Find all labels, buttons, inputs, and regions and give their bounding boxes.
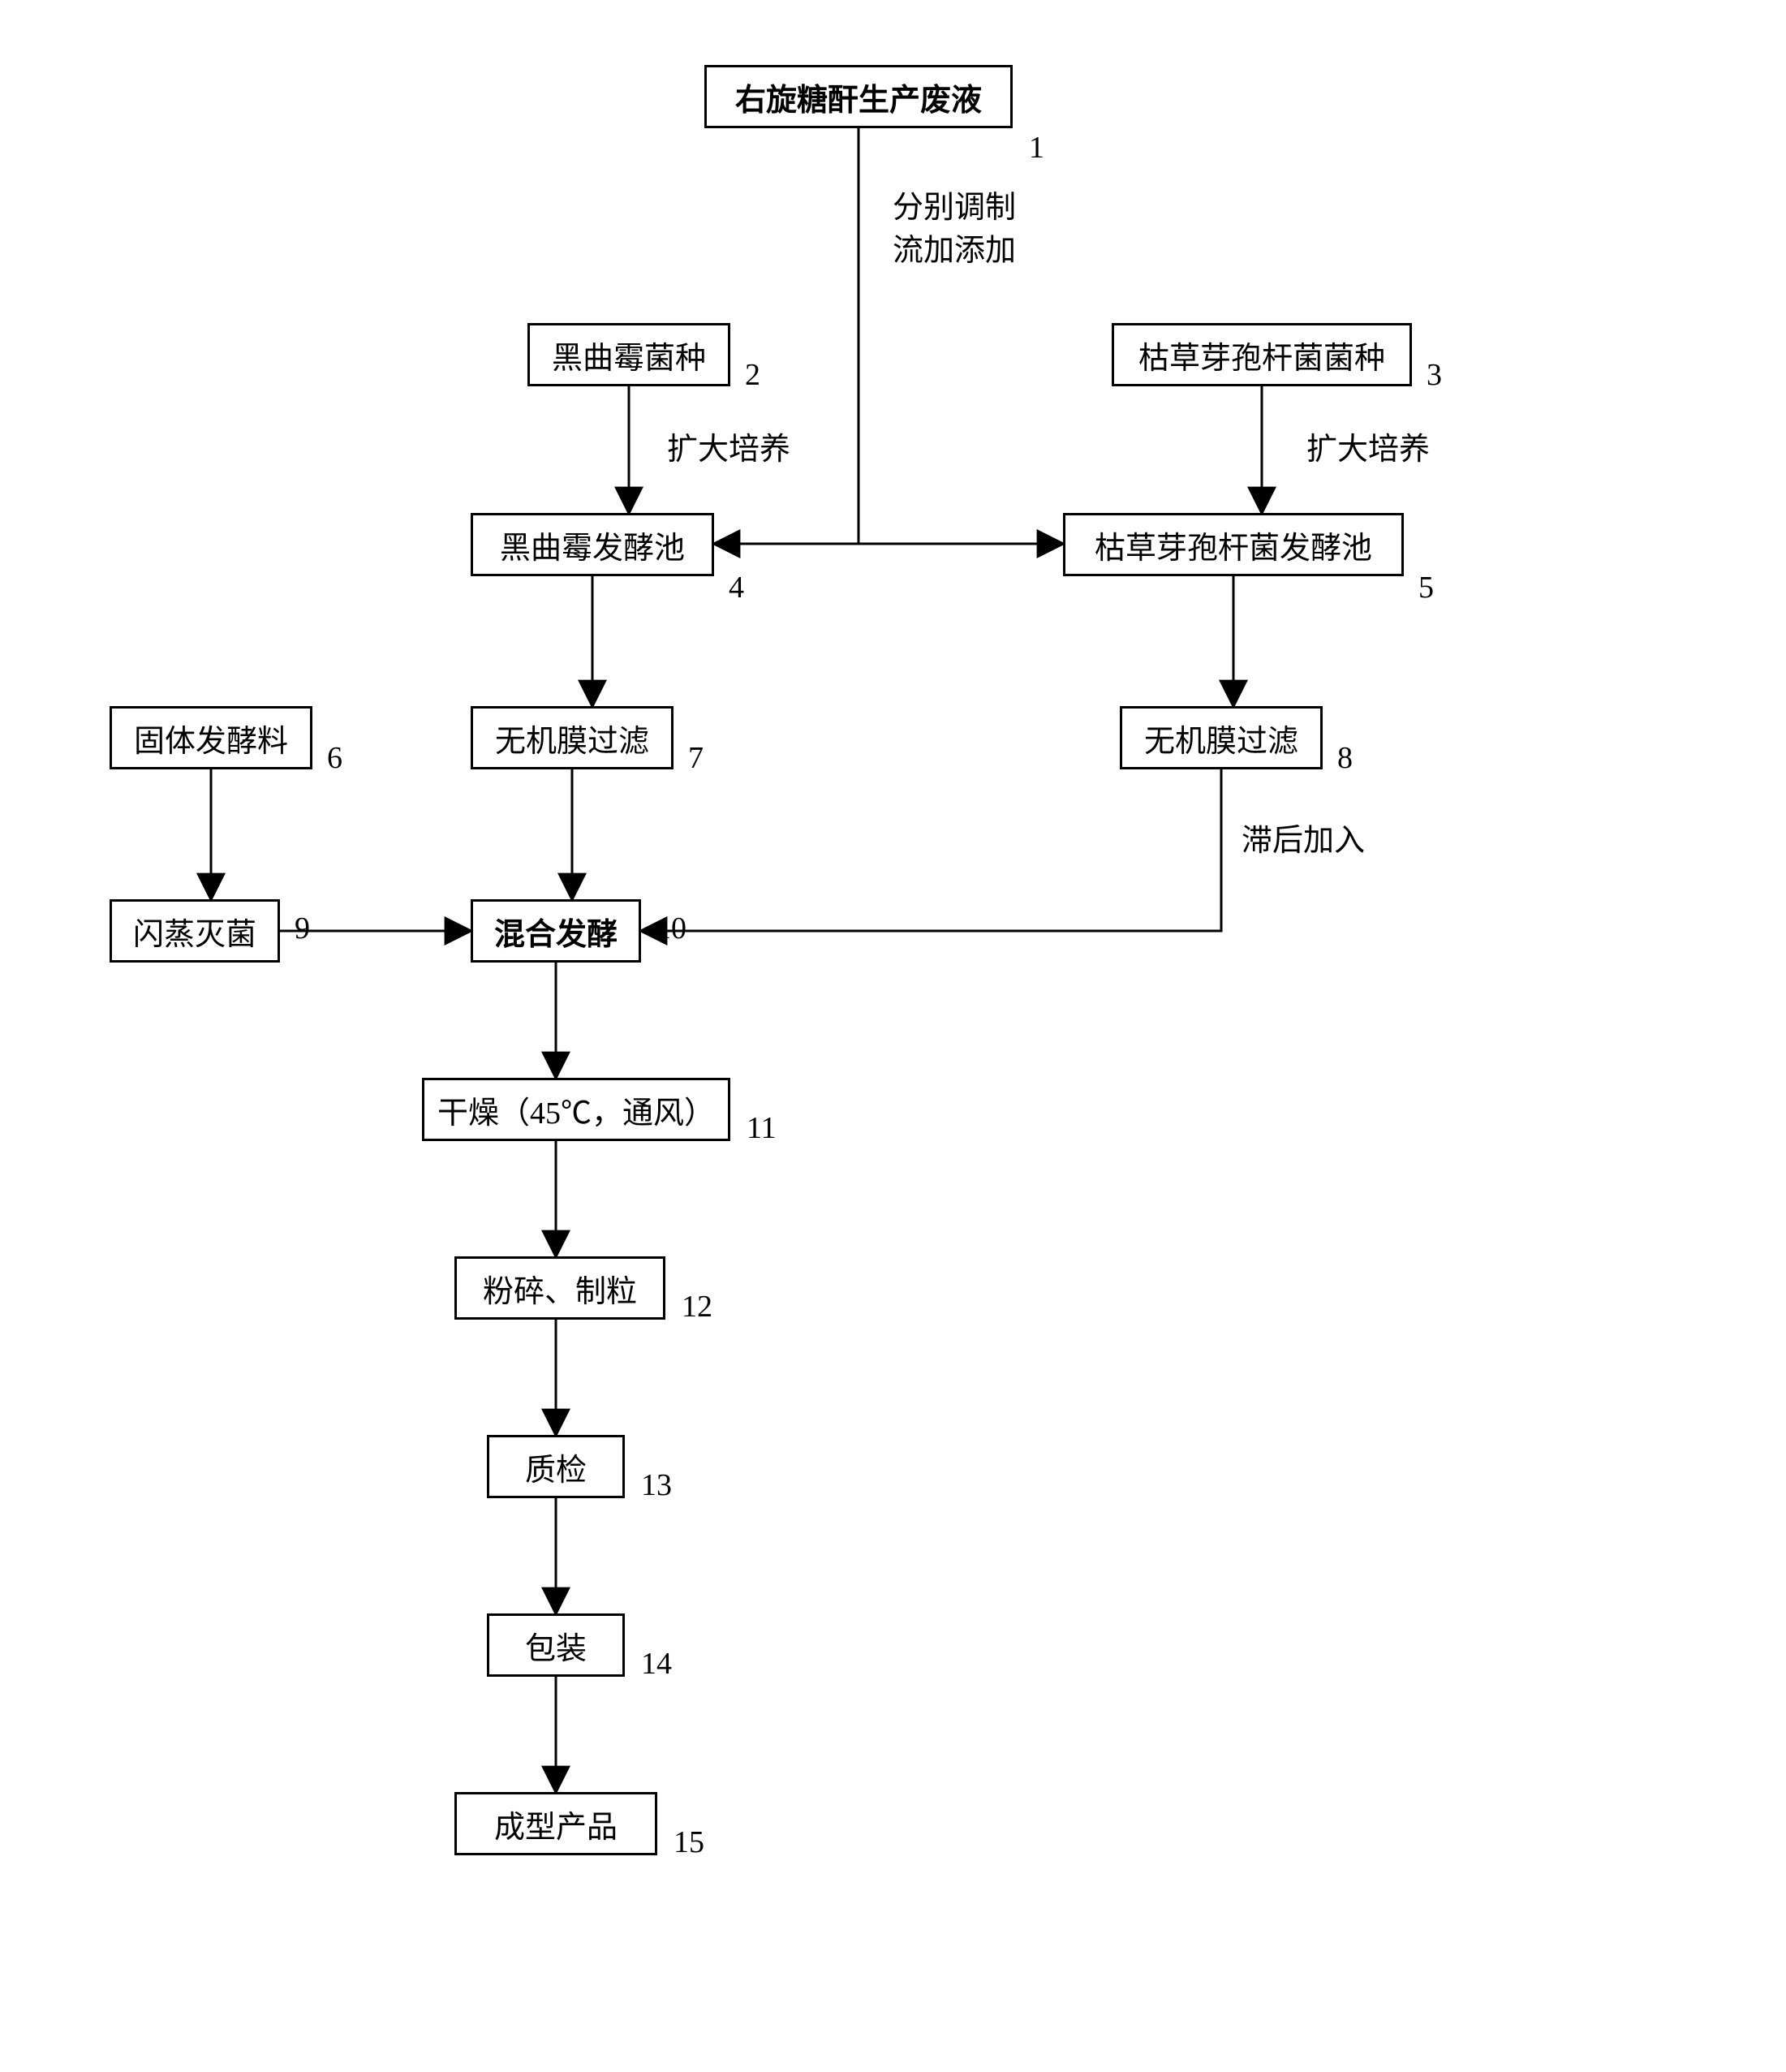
- node-number-num3: 3: [1427, 357, 1442, 393]
- edge-label-line1: 滞后加入: [1242, 820, 1365, 863]
- flow-node-n5: 枯草芽孢杆菌发酵池: [1063, 513, 1404, 576]
- flow-node-n12: 粉碎、制粒: [454, 1256, 665, 1320]
- edge-label-line1: 扩大培养: [1306, 429, 1430, 472]
- flow-node-label: 质检: [525, 1445, 587, 1489]
- node-number-num7: 7: [688, 740, 704, 776]
- flow-node-n4: 黑曲霉发酵池: [471, 513, 714, 576]
- flow-node-label: 无机膜过滤: [1144, 716, 1298, 760]
- flow-node-label: 粉碎、制粒: [483, 1266, 637, 1311]
- flow-node-label: 右旋糖酐生产废液: [735, 75, 982, 119]
- node-number-num9: 9: [295, 911, 310, 946]
- node-number-num15: 15: [674, 1824, 704, 1860]
- flow-node-label: 枯草芽孢杆菌菌种: [1138, 333, 1385, 377]
- flow-node-n10: 混合发酵: [471, 899, 641, 963]
- flow-node-n15: 成型产品: [454, 1792, 657, 1855]
- edge-9: [641, 769, 1221, 931]
- flow-node-n8: 无机膜过滤: [1120, 706, 1323, 769]
- flow-node-n3: 枯草芽孢杆菌菌种: [1112, 323, 1412, 386]
- flow-node-label: 闪蒸灭菌: [133, 909, 256, 954]
- node-number-num5: 5: [1418, 570, 1434, 605]
- edge-label-el2: 扩大培养: [667, 429, 790, 472]
- edge-label-el4: 滞后加入: [1242, 820, 1365, 863]
- flow-node-n1: 右旋糖酐生产废液: [704, 65, 1013, 128]
- flow-node-label: 混合发酵: [494, 909, 618, 954]
- edge-label-line1: 分别调制: [893, 187, 1016, 230]
- flow-node-n9: 闪蒸灭菌: [110, 899, 280, 963]
- flow-node-n13: 质检: [487, 1435, 625, 1498]
- node-number-num11: 11: [747, 1110, 777, 1146]
- node-number-num8: 8: [1337, 740, 1353, 776]
- node-number-num6: 6: [327, 740, 342, 776]
- flow-node-label: 固体发酵料: [134, 716, 288, 760]
- flow-node-label: 枯草芽孢杆菌发酵池: [1095, 523, 1372, 567]
- flow-node-n11: 干燥（45℃，通风）: [422, 1078, 730, 1141]
- edge-label-line1: 扩大培养: [667, 429, 790, 472]
- flow-node-n14: 包装: [487, 1613, 625, 1677]
- edges-layer: [0, 0, 1786, 2072]
- flow-node-label: 成型产品: [494, 1802, 618, 1846]
- node-number-num10: 10: [656, 911, 686, 946]
- node-number-num14: 14: [641, 1646, 672, 1682]
- flow-node-n2: 黑曲霉菌种: [527, 323, 730, 386]
- flow-node-label: 黑曲霉菌种: [552, 333, 706, 377]
- edge-label-el3: 扩大培养: [1306, 429, 1430, 472]
- flow-node-n6: 固体发酵料: [110, 706, 312, 769]
- node-number-num4: 4: [729, 570, 744, 605]
- node-number-num12: 12: [682, 1289, 712, 1325]
- flow-node-label: 包装: [525, 1623, 587, 1668]
- flow-node-n7: 无机膜过滤: [471, 706, 674, 769]
- edge-label-el1: 分别调制流加添加: [893, 187, 1016, 273]
- node-number-num13: 13: [641, 1467, 672, 1503]
- node-number-num1: 1: [1029, 130, 1044, 166]
- flow-node-label: 黑曲霉发酵池: [500, 523, 685, 567]
- flow-node-label: 干燥（45℃，通风）: [437, 1088, 715, 1132]
- node-number-num2: 2: [745, 357, 760, 393]
- edge-label-line2: 流加添加: [893, 230, 1016, 273]
- flow-node-label: 无机膜过滤: [495, 716, 649, 760]
